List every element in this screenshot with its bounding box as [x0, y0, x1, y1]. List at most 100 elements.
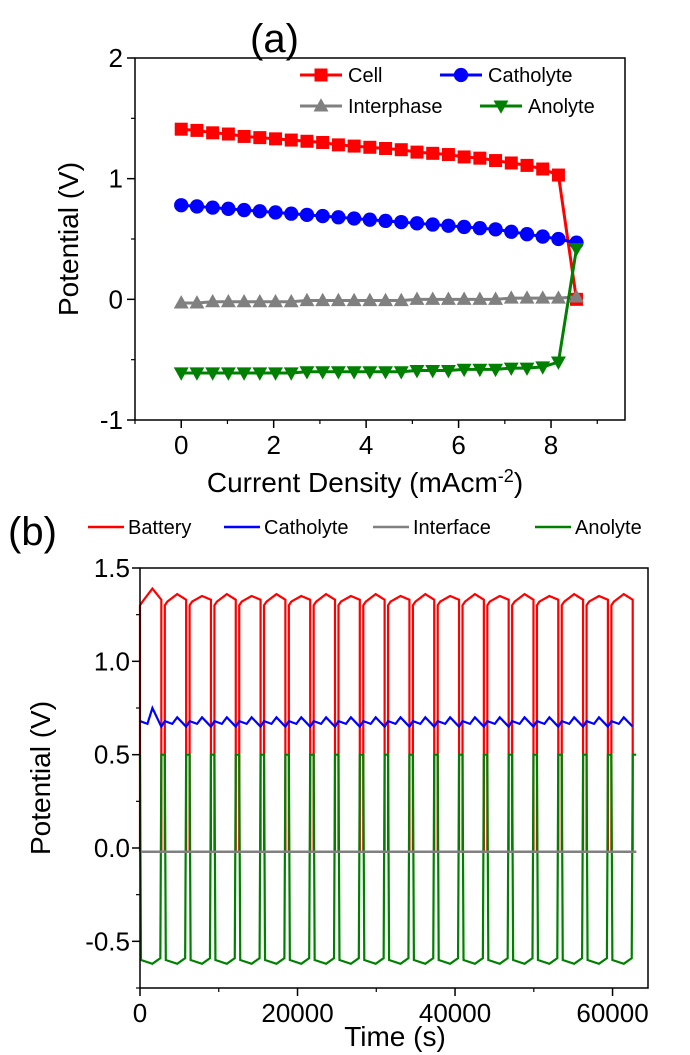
data-point-cell: [394, 143, 408, 157]
x-tick-label: 60000: [576, 998, 648, 1028]
legend-label-anolyte: Anolyte: [528, 96, 595, 118]
data-point-cell: [551, 168, 565, 182]
data-point-cell: [441, 148, 455, 162]
data-point-catholyte: [504, 224, 519, 239]
x-tick-label: 6: [451, 430, 465, 460]
panel-a-legend: Cell Catholyte Interphase Anolyte: [300, 65, 595, 118]
data-point-anolyte: [456, 363, 472, 378]
series-line-anolyte: [138, 753, 637, 965]
data-point-interphase: [330, 292, 346, 307]
data-point-interphase: [315, 292, 331, 307]
data-point-catholyte: [441, 218, 456, 233]
data-point-interphase: [535, 290, 551, 304]
data-point-anolyte: [393, 366, 409, 380]
data-point-catholyte: [236, 202, 252, 218]
data-point-catholyte: [205, 200, 220, 215]
data-point-anolyte: [189, 367, 205, 381]
data-point-catholyte: [472, 220, 487, 236]
panel-a-x-ticks: 0 2 4 6 8: [134, 420, 598, 460]
data-point-cell: [457, 150, 471, 164]
data-point-anolyte: [550, 356, 566, 370]
legend-label-interphase: Interphase: [348, 96, 443, 118]
data-point-interphase: [252, 293, 268, 308]
data-point-anolyte: [205, 367, 221, 381]
legend-marker-interphase: [313, 98, 329, 112]
panel-b-series: [138, 586, 637, 965]
data-point-cell: [190, 123, 204, 137]
y-tick-label: 0.0: [94, 833, 130, 863]
data-point-anolyte: [346, 366, 362, 380]
legend-label-battery: Battery: [128, 517, 191, 539]
data-point-anolyte: [409, 365, 425, 379]
data-point-interphase: [440, 291, 456, 305]
panel-b-x-ticks: 0 20000 40000 60000: [133, 988, 649, 1028]
panel-b-legend: Battery Catholyte Interface Anolyte: [88, 517, 642, 539]
data-point-catholyte: [189, 199, 205, 214]
x-tick-label: 4: [359, 430, 373, 460]
panel-a-series: [173, 122, 584, 381]
data-point-cell: [206, 126, 220, 140]
data-point-anolyte: [440, 365, 456, 379]
y-tick-label: 1.5: [94, 553, 130, 583]
data-point-catholyte: [456, 219, 472, 235]
data-point-interphase: [488, 291, 504, 305]
data-point-cell: [426, 146, 440, 160]
data-point-catholyte: [252, 204, 267, 219]
data-point-catholyte: [409, 216, 425, 231]
x-tick-label: 8: [544, 430, 558, 460]
data-point-catholyte: [299, 207, 315, 223]
data-point-catholyte: [519, 227, 535, 242]
data-point-interphase: [472, 291, 488, 305]
data-point-anolyte: [315, 366, 331, 380]
data-point-interphase: [503, 290, 519, 304]
panel-b-y-ticks: -0.5 0.0 0.5 1.0 1.5: [85, 553, 140, 989]
data-point-anolyte: [568, 243, 584, 257]
data-point-catholyte: [221, 201, 236, 216]
data-point-anolyte: [425, 365, 441, 379]
panel-a-label: (a): [250, 17, 299, 61]
x-tick-label: 20000: [261, 998, 333, 1028]
panel-b-label: (b): [8, 510, 57, 554]
x-tick-label: 40000: [419, 998, 491, 1028]
legend-label-interface: Interface: [413, 517, 491, 539]
data-point-catholyte: [425, 217, 440, 232]
y-tick-label: -1: [100, 405, 123, 435]
data-point-cell: [237, 129, 251, 143]
panel-a-x-axis-label: Current Density (mAcm-2): [207, 466, 523, 498]
data-point-anolyte: [283, 367, 299, 381]
data-point-cell: [410, 145, 424, 159]
panel-b-x-axis-label: Time (s): [344, 1021, 446, 1052]
data-point-catholyte: [394, 214, 409, 230]
series-line-anolyte: [181, 248, 578, 375]
panel-a-y-ticks: -1 0 1 2: [100, 43, 135, 435]
data-point-anolyte: [519, 362, 535, 376]
data-point-interphase: [378, 292, 394, 307]
data-point-interphase: [346, 292, 362, 307]
data-point-interphase: [268, 293, 284, 308]
data-point-catholyte: [346, 211, 362, 226]
data-point-catholyte: [284, 206, 299, 221]
data-point-anolyte: [535, 361, 551, 375]
x-tick-label: 0: [133, 998, 147, 1028]
data-point-cell: [316, 135, 330, 149]
data-point-catholyte: [362, 212, 377, 227]
panel-b-axes-frame: [139, 567, 649, 989]
panel-a: (a) 0 2 4 6 8 -1 0 1 2 Current Density (mAcm-2)…: [53, 17, 626, 498]
data-point-catholyte: [315, 208, 330, 224]
data-point-interphase: [205, 293, 221, 308]
y-tick-label: 0.5: [94, 740, 130, 770]
data-point-anolyte: [252, 367, 268, 381]
data-point-anolyte: [173, 367, 189, 381]
data-point-interphase: [550, 290, 566, 304]
data-point-cell: [489, 154, 503, 168]
data-point-catholyte: [488, 222, 503, 237]
data-point-cell: [174, 122, 188, 136]
y-tick-label: -0.5: [85, 926, 130, 956]
series-line-catholyte: [139, 705, 634, 729]
legend-label-cell: Cell: [348, 65, 382, 87]
data-point-cell: [331, 138, 345, 152]
data-point-cell: [520, 158, 534, 172]
x-tick-label: 2: [266, 430, 280, 460]
data-point-anolyte: [378, 366, 394, 380]
